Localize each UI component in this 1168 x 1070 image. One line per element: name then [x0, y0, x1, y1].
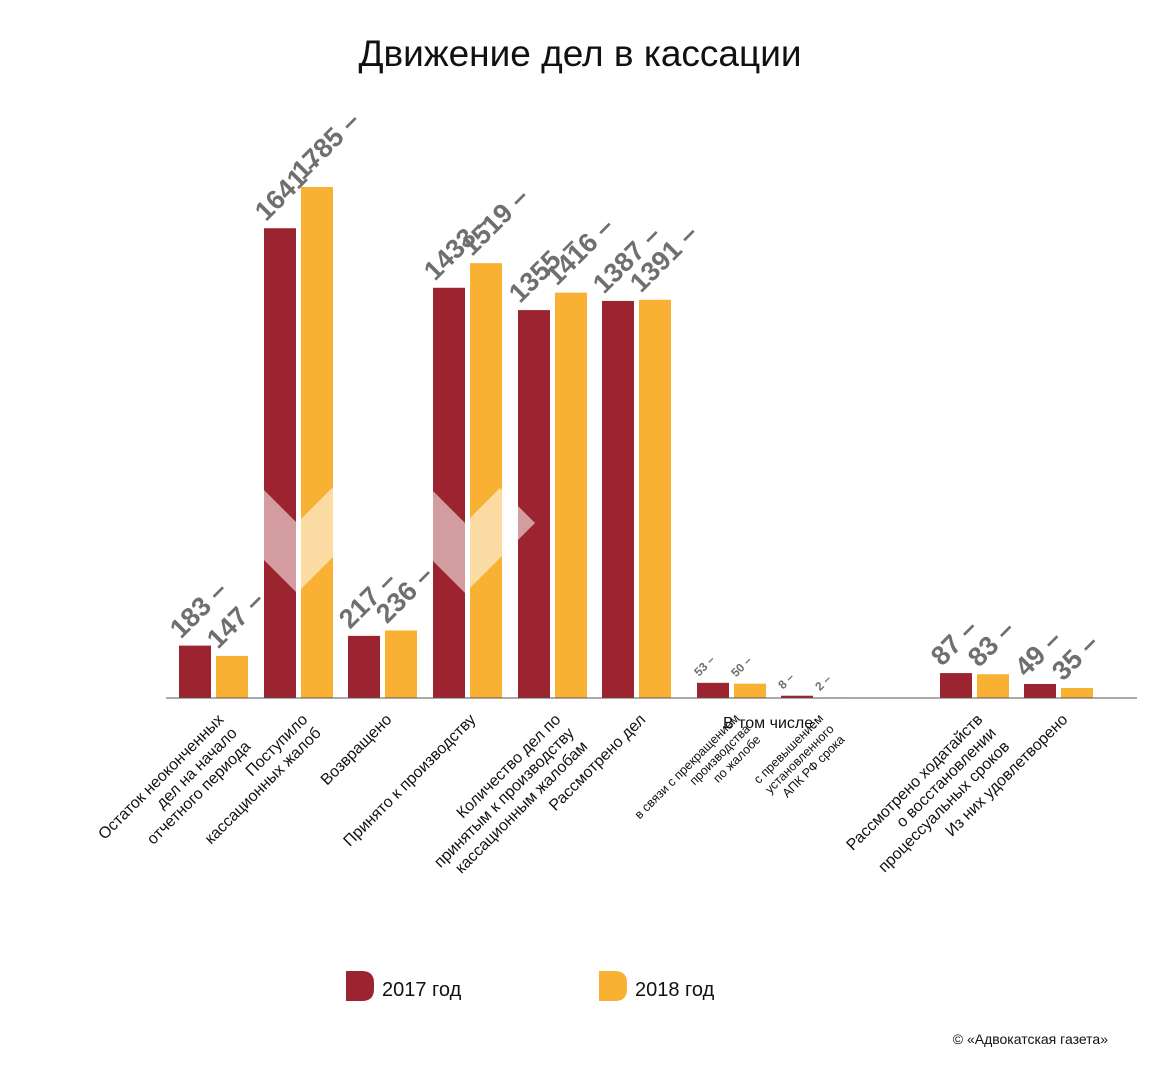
legend: 2017 год 2018 год [346, 971, 715, 1001]
value-label-2017-7: 8 – [775, 670, 797, 692]
legend-label-2018: 2018 год [635, 979, 715, 1001]
bar-2017-3 [433, 287, 465, 698]
credit-text: © «Адвокатская газета» [953, 1031, 1108, 1047]
bar-2017-2 [348, 635, 380, 698]
legend-label-2017: 2017 год [382, 979, 462, 1001]
legend-swatch-2018 [599, 971, 627, 1001]
decorative-overlays [262, 488, 535, 593]
legend-swatch-2017 [346, 971, 374, 1001]
bar-2018-2 [385, 630, 417, 698]
value-label-2017-6: 53 – [691, 652, 718, 679]
bar-2017-1 [264, 228, 296, 699]
bar-2018-9 [1061, 687, 1093, 698]
bar-2018-4 [555, 292, 587, 698]
bar-2017-0 [179, 645, 211, 698]
bar-2018-5 [639, 299, 671, 698]
bar-2017-9 [1024, 683, 1056, 698]
value-label-2018-6: 50 – [728, 653, 755, 680]
bar-2018-6 [734, 683, 766, 698]
bar-2017-4 [518, 310, 550, 698]
bar-2017-8 [940, 673, 972, 698]
category-label-line: Возвращено [318, 711, 396, 789]
bars-layer [179, 187, 1093, 699]
decorative-chevron-0 [262, 488, 367, 593]
bar-2018-1 [301, 187, 333, 698]
chart-title: Движение дел в кассации [358, 33, 801, 74]
bar-2018-8 [977, 674, 1009, 698]
value-label-2018-7: 2 – [812, 672, 834, 694]
category-label-2: Возвращено [318, 711, 396, 789]
bar-2018-3 [470, 263, 502, 698]
value-label-2018-1: 1785 – [286, 106, 366, 186]
subheading-label: В том числе: [723, 715, 818, 732]
decorative-chevron-1 [430, 488, 535, 593]
bar-2017-5 [602, 300, 634, 698]
bar-2017-7 [781, 695, 813, 698]
bar-2017-6 [697, 682, 729, 698]
bar-2018-0 [216, 655, 248, 698]
